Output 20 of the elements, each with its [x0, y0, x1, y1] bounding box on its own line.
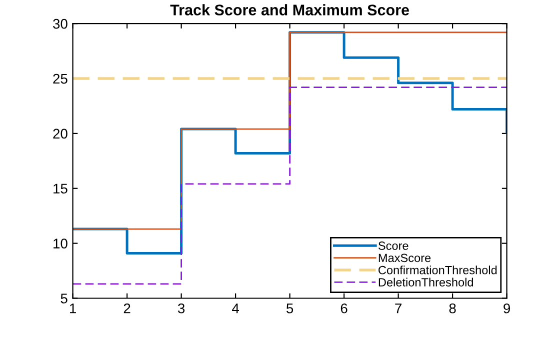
x-tick-label: 4 [232, 304, 240, 314]
x-tick-label: 2 [124, 303, 130, 314]
y-tick-label: 5 [60, 294, 68, 304]
y-tick-label: 20 [53, 128, 68, 139]
x-tick-label: 8 [449, 303, 456, 314]
x-tick-label: 9 [504, 303, 510, 314]
legend-label: DeletionThreshold [378, 278, 473, 286]
x-tick-label: 1 [70, 304, 76, 314]
y-tick-label: 25 [53, 74, 68, 84]
x-tick-label: 6 [340, 303, 348, 314]
x-tick-label: 7 [395, 304, 402, 314]
chart-title: Track Score and Maximum Score [170, 4, 410, 16]
y-tick-label: 30 [53, 18, 68, 29]
legend-label: MaxScore [378, 254, 431, 262]
x-tick-label: 3 [178, 303, 185, 314]
legend-label: Score [378, 242, 408, 250]
y-tick-label: 10 [54, 238, 68, 248]
x-tick-label: 5 [286, 304, 294, 314]
y-tick-label: 15 [54, 184, 68, 194]
legend-label: ConfirmationThreshold [378, 266, 497, 274]
